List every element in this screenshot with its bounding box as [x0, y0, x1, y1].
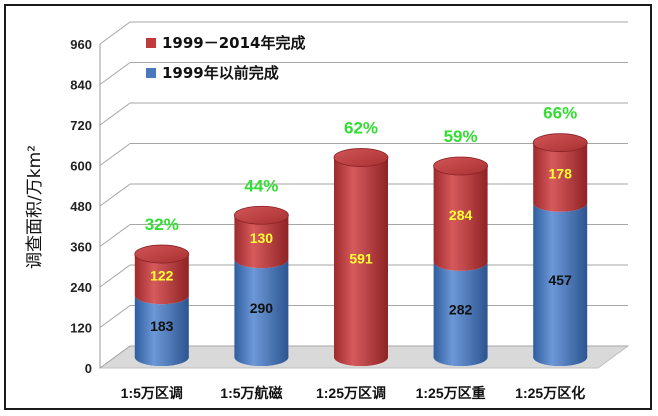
value-label-red: 178	[549, 166, 573, 182]
axis-layer: 0 120 240 360 480 600 720 840 960	[70, 37, 101, 376]
y-tick-label: 360	[70, 240, 92, 255]
grid-diagonal	[99, 224, 131, 247]
grid-diagonal	[99, 21, 131, 45]
y-tick-label: 600	[70, 159, 92, 174]
value-label-blue: 457	[549, 272, 573, 288]
bar-top	[134, 244, 190, 264]
bar-top	[333, 148, 389, 167]
grid-diagonal	[99, 143, 131, 166]
value-label-red: 130	[250, 230, 274, 246]
legend-swatch	[146, 38, 156, 48]
legend-label: 1999年以前完成	[162, 64, 279, 82]
bar-segment-blue	[533, 202, 588, 366]
bar-segment-red	[533, 142, 588, 212]
x-tick-label: 1:25万区重	[416, 385, 486, 401]
x-tick-label: 1:5万区调	[121, 385, 183, 401]
bar-group	[333, 148, 389, 366]
value-label-blue: 290	[250, 300, 274, 316]
value-label-blue: 282	[449, 301, 473, 317]
x-tick-label: 1:5万航磁	[220, 385, 282, 401]
percent-label: 66%	[543, 104, 577, 123]
y-tick-label: 720	[70, 118, 92, 133]
value-label-red: 591	[349, 250, 373, 266]
bar-segment-red	[134, 254, 189, 305]
grid-diagonal	[99, 264, 131, 288]
bar-segment-blue	[433, 261, 488, 366]
bars-layer	[134, 133, 588, 366]
y-tick-label: 0	[85, 361, 92, 376]
y-tick-label: 960	[70, 37, 92, 52]
x-tick-label: 1:25万区调	[316, 385, 386, 401]
bar-segment-blue	[134, 295, 189, 366]
percent-label: 59%	[444, 127, 478, 146]
bar-segment-blue	[234, 259, 289, 366]
legend-label: 1999－2014年完成	[162, 34, 306, 52]
bar-top	[433, 156, 489, 176]
y-tick-label: 240	[70, 280, 92, 295]
value-label-blue: 183	[150, 318, 174, 334]
y-tick-label: 480	[70, 199, 92, 214]
percent-label: 44%	[244, 176, 278, 195]
labels-layer: 183 122 32% 1:5万区调 290 130 44% 1:5万航磁 591 62% 1:25…	[121, 104, 586, 401]
bar-group	[433, 156, 489, 366]
y-axis-label: 调查面积/万km²	[25, 145, 45, 269]
percent-label: 62%	[344, 119, 378, 138]
legend: 1999－2014年完成 1999年以前完成	[146, 34, 306, 82]
bar-group	[134, 244, 190, 366]
bar-segment-red	[234, 215, 289, 269]
grid-diagonal	[99, 102, 131, 126]
bar-top	[233, 205, 289, 225]
grid-diagonal	[99, 183, 131, 207]
bar-group	[233, 205, 289, 366]
bar-group	[532, 133, 588, 366]
legend-swatch	[146, 68, 156, 78]
grid-diagonal	[99, 62, 131, 85]
bar-segment-red	[334, 157, 388, 366]
percent-label: 32%	[145, 215, 179, 234]
grid-diagonal	[99, 305, 131, 328]
x-tick-label: 1:25万区化	[515, 385, 585, 401]
bar-segment-red	[433, 165, 488, 271]
value-label-red: 284	[449, 207, 473, 223]
bar-top	[532, 133, 588, 153]
grid-diagonal	[99, 345, 131, 369]
y-tick-label: 120	[70, 321, 92, 336]
y-tick-label: 840	[70, 78, 92, 93]
value-label-red: 122	[150, 268, 174, 284]
